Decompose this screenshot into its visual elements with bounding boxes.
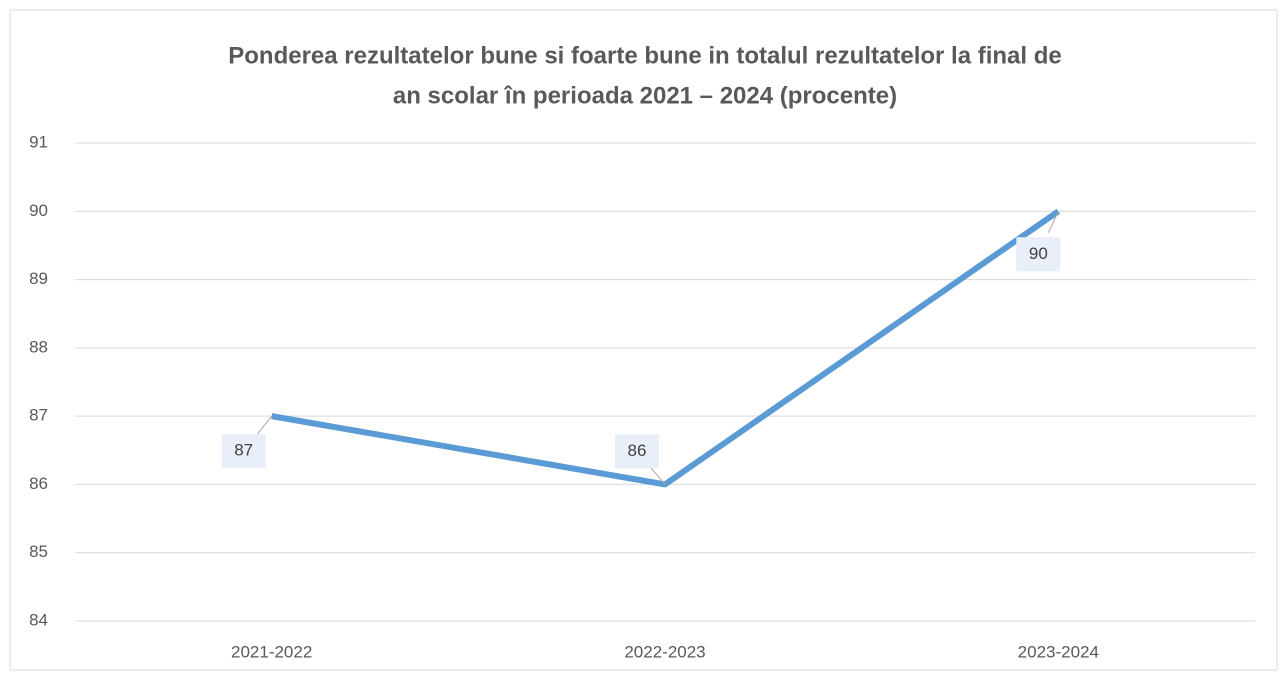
label-leader (257, 415, 273, 434)
y-tick-label: 84 (29, 610, 48, 629)
y-tick-label: 86 (29, 474, 48, 493)
x-tick-label: 2021-2022 (231, 642, 312, 661)
label-box (221, 434, 266, 469)
data-label: 87 (234, 441, 253, 460)
x-tick-label: 2023-2024 (1018, 642, 1099, 661)
y-tick-label: 91 (29, 132, 48, 151)
label-box (1016, 237, 1061, 272)
label-leader (650, 467, 666, 485)
chart-frame (9, 9, 1278, 671)
y-tick-label: 88 (29, 337, 48, 356)
y-tick-label: 87 (29, 406, 48, 425)
data-label: 90 (1029, 244, 1048, 263)
y-tick-label: 90 (29, 201, 48, 220)
data-label: 86 (628, 441, 647, 460)
label-box (615, 434, 659, 469)
chart-title: Ponderea rezultatelor bune si foarte bun… (228, 42, 1061, 69)
x-tick-label: 2022-2023 (624, 642, 705, 661)
y-tick-label: 89 (29, 269, 48, 288)
chart-title: an scolar în perioada 2021 – 2024 (proce… (393, 82, 897, 109)
label-leader (1047, 211, 1059, 233)
y-tick-label: 85 (29, 542, 48, 561)
